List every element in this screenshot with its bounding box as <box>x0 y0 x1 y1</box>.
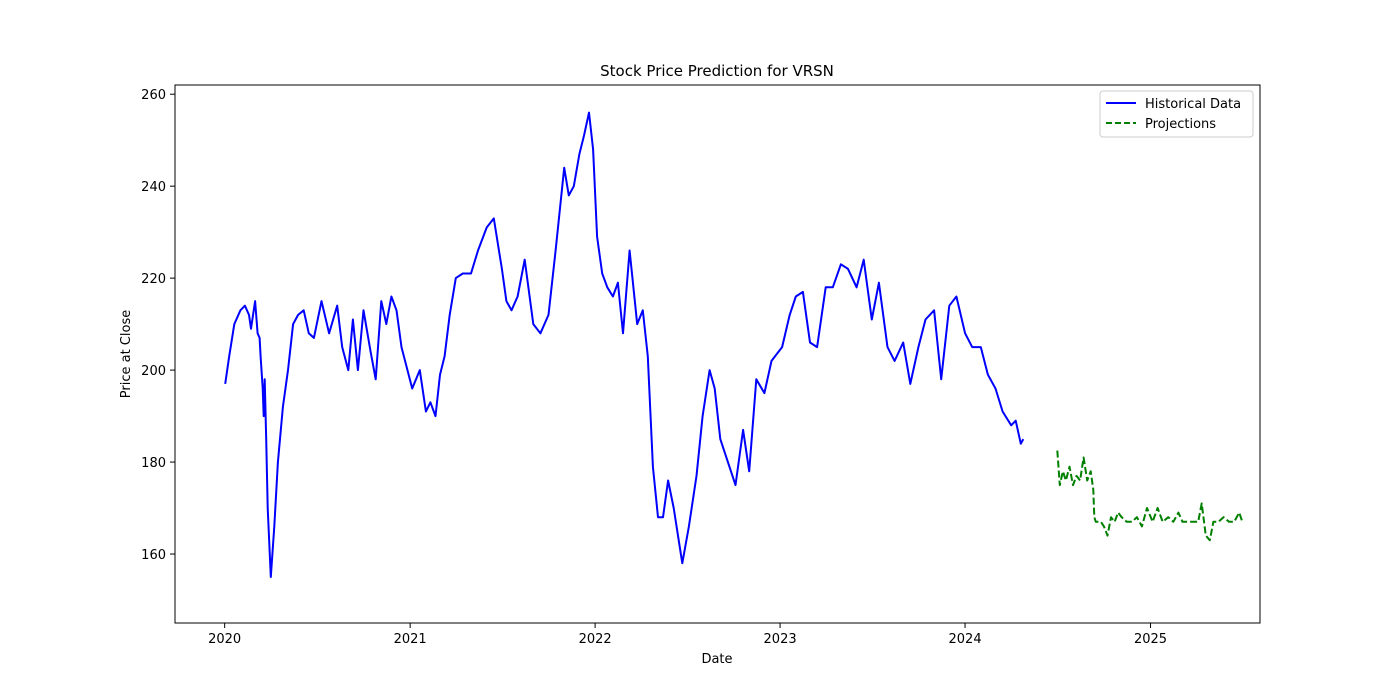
y-tick-label: 200 <box>141 364 166 379</box>
legend: Historical Data Projections <box>1099 90 1254 138</box>
x-tick-label: 2022 <box>579 632 612 647</box>
series-line-0 <box>224 111 1025 578</box>
x-tick-label: 2025 <box>1134 632 1167 647</box>
y-tick-label: 180 <box>141 456 166 471</box>
y-tick-label: 240 <box>141 180 166 195</box>
series-line-1 <box>1056 450 1244 542</box>
x-tick-label: 2020 <box>208 632 241 647</box>
x-tick-label: 2023 <box>764 632 797 647</box>
plot-area <box>174 84 1261 624</box>
x-tick-label: 2024 <box>949 632 982 647</box>
legend-projections-label: Projections <box>1145 117 1216 132</box>
plot-frame <box>174 84 1261 624</box>
x-axis-label: Date <box>701 652 732 667</box>
legend-historical-label: Historical Data <box>1145 97 1241 112</box>
y-tick-label: 220 <box>141 272 166 287</box>
chart-title: Stock Price Prediction for VRSN <box>600 62 834 80</box>
x-axis: 2020 2021 2022 2023 2024 2025 <box>208 623 1167 647</box>
x-tick-label: 2021 <box>394 632 427 647</box>
y-axis-label: Price at Close <box>119 310 134 398</box>
y-tick-label: 160 <box>141 548 166 563</box>
y-tick-label: 260 <box>141 88 166 103</box>
y-axis: 160 180 200 220 240 260 <box>141 88 175 563</box>
legend-box <box>1099 90 1254 138</box>
